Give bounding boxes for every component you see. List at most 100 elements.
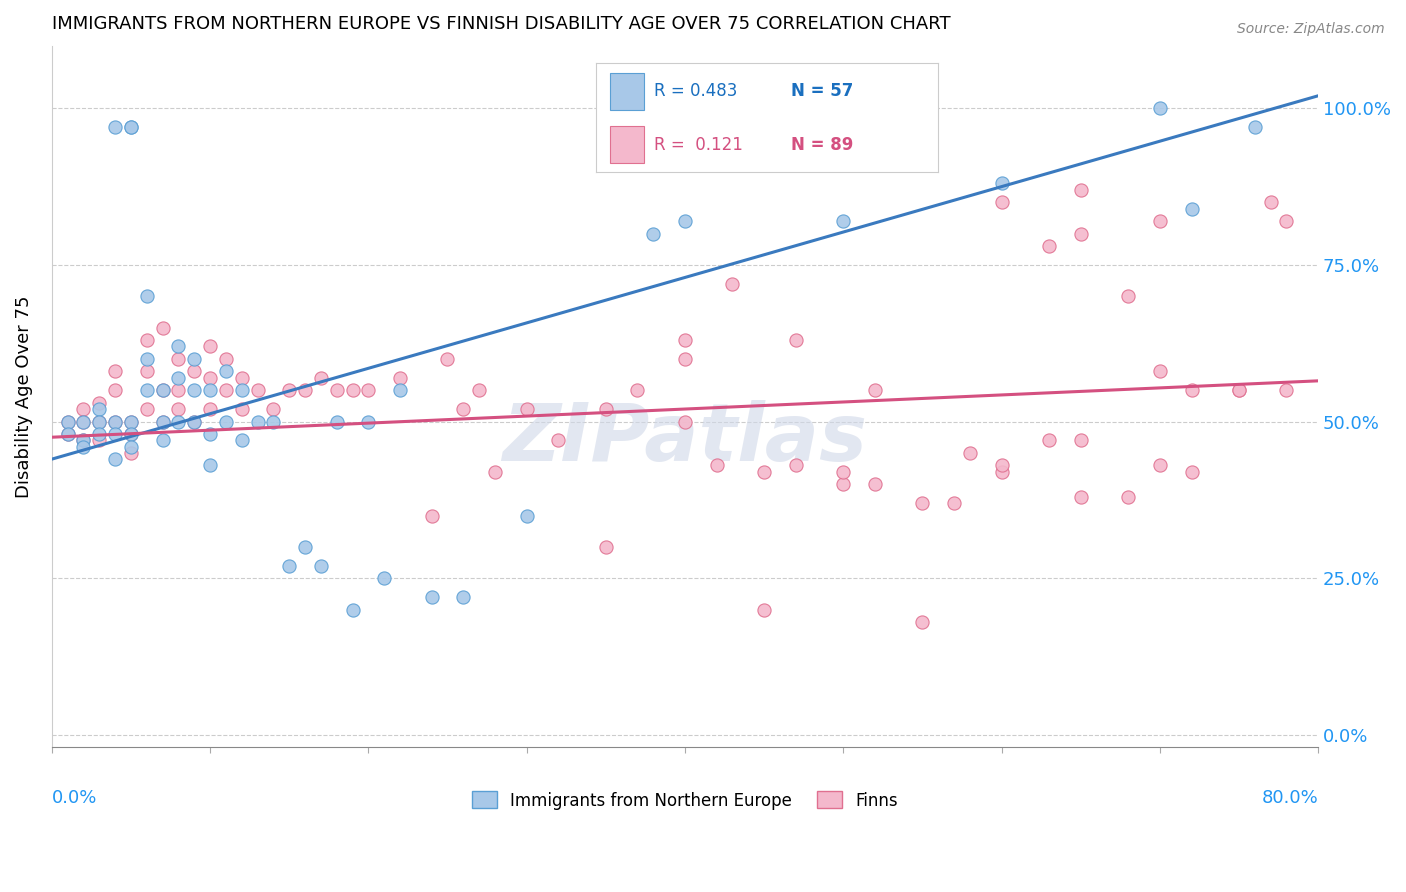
Point <box>56 415 79 429</box>
Point <box>1149 364 1171 378</box>
Point <box>262 402 284 417</box>
Point <box>388 383 411 397</box>
Point <box>135 402 157 417</box>
Point <box>278 383 301 397</box>
Point <box>706 458 728 473</box>
Point <box>373 571 395 585</box>
Point <box>262 415 284 429</box>
Point <box>309 370 332 384</box>
Point <box>89 396 111 410</box>
Point <box>673 214 696 228</box>
Point <box>959 446 981 460</box>
Point <box>1243 120 1265 135</box>
Point <box>120 415 142 429</box>
Point <box>453 590 475 604</box>
Point <box>595 402 617 417</box>
Point <box>1180 202 1202 216</box>
Point <box>1116 490 1139 504</box>
Point <box>357 383 380 397</box>
Point <box>72 415 94 429</box>
Point <box>832 214 855 228</box>
Point <box>104 415 127 429</box>
Text: ZIPatlas: ZIPatlas <box>502 400 868 477</box>
Point <box>990 177 1012 191</box>
Point <box>152 320 174 334</box>
Point <box>198 458 221 473</box>
Point <box>198 339 221 353</box>
Point <box>167 370 190 384</box>
Point <box>167 339 190 353</box>
Point <box>468 383 491 397</box>
Point <box>104 120 127 135</box>
Point <box>231 402 253 417</box>
Point <box>436 351 458 366</box>
Text: Source: ZipAtlas.com: Source: ZipAtlas.com <box>1237 22 1385 37</box>
Point <box>673 351 696 366</box>
Point <box>342 383 364 397</box>
Point <box>72 440 94 454</box>
Point <box>357 415 380 429</box>
Point <box>167 383 190 397</box>
Point <box>1038 239 1060 253</box>
Point <box>231 370 253 384</box>
Point <box>215 415 238 429</box>
Point <box>911 615 934 629</box>
Point <box>152 383 174 397</box>
Point <box>911 152 934 166</box>
Text: 0.0%: 0.0% <box>52 789 97 807</box>
Point <box>56 427 79 442</box>
Point <box>89 415 111 429</box>
Point <box>72 402 94 417</box>
Point <box>1260 195 1282 210</box>
Point <box>89 427 111 442</box>
Point <box>183 351 205 366</box>
Point <box>183 415 205 429</box>
Point <box>388 370 411 384</box>
Point <box>135 383 157 397</box>
Point <box>309 558 332 573</box>
Point <box>294 383 316 397</box>
Point <box>231 383 253 397</box>
Point <box>89 434 111 448</box>
Point <box>595 540 617 554</box>
Point <box>104 415 127 429</box>
Point <box>1149 101 1171 115</box>
Point <box>120 427 142 442</box>
Point <box>56 427 79 442</box>
Point <box>785 333 807 347</box>
Point <box>1070 490 1092 504</box>
Point <box>1116 289 1139 303</box>
Point <box>104 452 127 467</box>
Point <box>104 364 127 378</box>
Point <box>1149 458 1171 473</box>
Point <box>547 434 569 448</box>
Point <box>89 415 111 429</box>
Point <box>198 427 221 442</box>
Point <box>231 434 253 448</box>
Point <box>325 383 347 397</box>
Point <box>198 402 221 417</box>
Point <box>785 458 807 473</box>
Point <box>342 602 364 616</box>
Point <box>911 496 934 510</box>
Point <box>167 351 190 366</box>
Point <box>135 289 157 303</box>
Point <box>120 120 142 135</box>
Point <box>943 496 966 510</box>
Point <box>278 558 301 573</box>
Point <box>420 590 443 604</box>
Point <box>1038 434 1060 448</box>
Point <box>89 402 111 417</box>
Point <box>183 415 205 429</box>
Point <box>246 415 269 429</box>
Point <box>183 383 205 397</box>
Point <box>752 465 775 479</box>
Point <box>1070 434 1092 448</box>
Point <box>990 465 1012 479</box>
Legend: Immigrants from Northern Europe, Finns: Immigrants from Northern Europe, Finns <box>465 785 904 816</box>
Point <box>72 434 94 448</box>
Point <box>1275 383 1298 397</box>
Point <box>990 458 1012 473</box>
Point <box>1070 183 1092 197</box>
Point <box>72 415 94 429</box>
